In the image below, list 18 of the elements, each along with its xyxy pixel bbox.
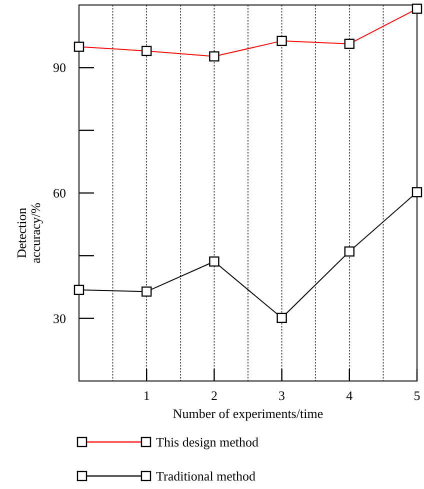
- x-tick-label: 4: [346, 388, 354, 403]
- x-tick-label: 1: [143, 388, 150, 403]
- x-axis-title: Number of experiments/time: [172, 406, 324, 421]
- point: [344, 246, 354, 257]
- point: [142, 286, 152, 297]
- x-tick-label: 5: [414, 388, 420, 403]
- legend-label: Traditional method: [156, 468, 256, 484]
- x-tick-label: 2: [210, 388, 218, 403]
- y-tick-label: 90: [53, 60, 66, 76]
- y-tick-label: 60: [53, 186, 66, 201]
- point: [412, 187, 422, 198]
- legend-label: This design method: [156, 434, 260, 450]
- y-axis-title: Detection accuracy/%: [14, 202, 43, 264]
- y-tick-label: 30: [53, 310, 66, 326]
- point: [74, 284, 84, 296]
- point: [276, 312, 287, 324]
- point: [209, 256, 220, 267]
- x-tick-label: 3: [278, 388, 286, 403]
